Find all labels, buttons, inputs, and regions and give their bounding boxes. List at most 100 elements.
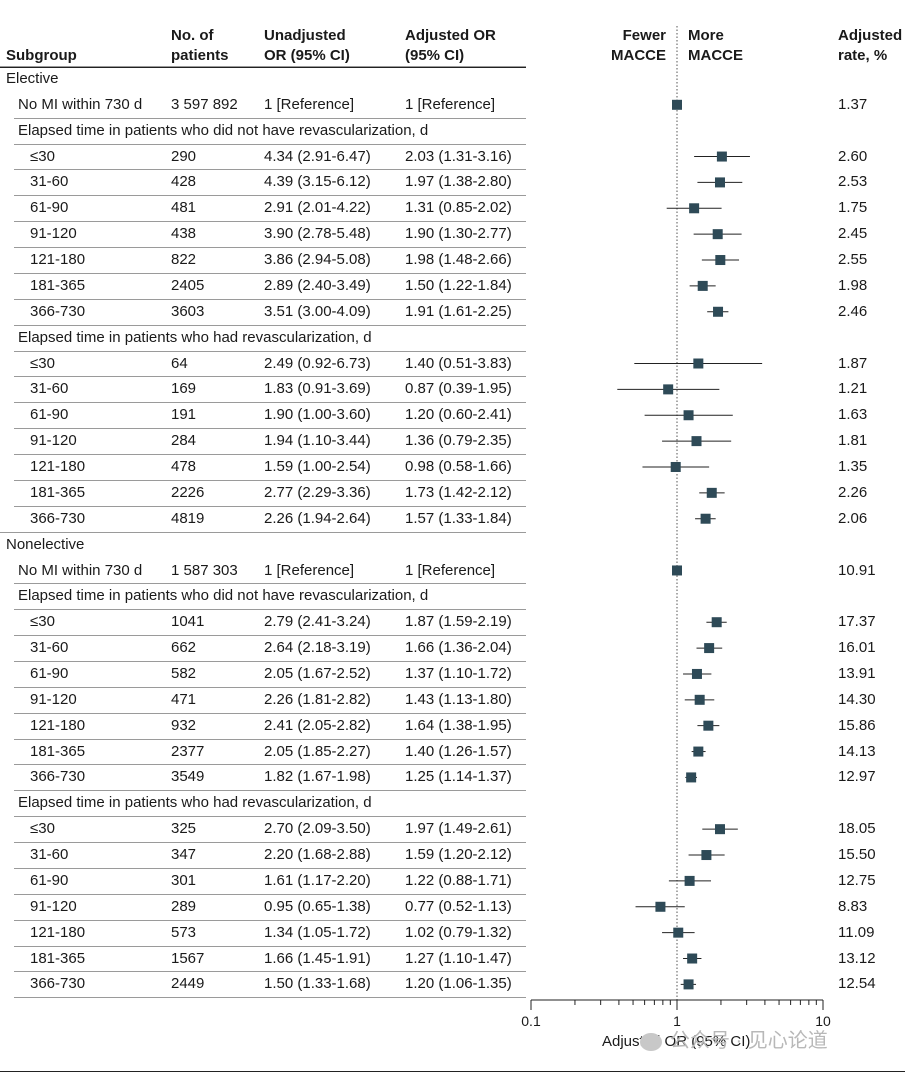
row-unadjusted-or: 1.83 (0.91-3.69)	[264, 380, 371, 398]
row-adjusted-or: 1.40 (0.51-3.83)	[405, 354, 512, 372]
table-row: 61-90 191 1.90 (1.00-3.60) 1.20 (0.60-2.41)…	[0, 402, 905, 428]
table-row: 61-90 582 2.05 (1.67-2.52) 1.37 (1.10-1.72)…	[0, 661, 905, 687]
header-more-line2: MACCE	[688, 47, 743, 64]
row-unadjusted-or: 1.66 (1.45-1.91)	[264, 949, 371, 967]
table-row: 121-180 573 1.34 (1.05-1.72) 1.02 (0.79-1.3…	[0, 920, 905, 946]
row-patients: 64	[171, 354, 188, 372]
row-separator	[14, 376, 526, 378]
header-fewer-line1: Fewer	[622, 27, 666, 44]
row-adjusted-or: 1.97 (1.49-2.61)	[405, 820, 512, 838]
point-estimate-marker	[715, 255, 726, 266]
row-adjusted-rate: 1.63	[838, 406, 868, 424]
subgroup-heading-row: Elapsed time in patients who had revascu…	[0, 325, 905, 351]
row-adjusted-or: 1.64 (1.38-1.95)	[405, 716, 512, 734]
point-estimate-marker	[684, 875, 695, 886]
row-separator	[14, 893, 526, 895]
row-unadjusted-or: 1.50 (1.33-1.68)	[264, 975, 371, 993]
row-adjusted-rate: 12.54	[838, 975, 876, 993]
row-adjusted-rate: 18.05	[838, 820, 876, 838]
point-estimate-marker	[711, 617, 722, 628]
point-estimate-marker	[686, 772, 697, 783]
point-estimate-marker	[694, 694, 705, 705]
row-label: 61-90	[30, 199, 69, 217]
row-patients: 582	[171, 665, 197, 682]
x-axis-label: Adjusted OR (95% CI)	[602, 1033, 751, 1050]
row-separator	[14, 997, 526, 999]
row-unadjusted-or: 2.26 (1.81-2.82)	[264, 690, 371, 708]
header-subgroup: Subgroup	[6, 47, 77, 64]
group-separator	[0, 66, 526, 67]
row-separator	[14, 169, 526, 171]
point-estimate-marker	[713, 306, 724, 317]
row-adjusted-or: 2.03 (1.31-3.16)	[405, 147, 512, 165]
table-row: 61-90 481 2.91 (2.01-4.22) 1.31 (0.85-2.02)…	[0, 195, 905, 221]
row-unadjusted-or: 2.26 (1.94-2.64)	[264, 509, 371, 527]
table-row: 121-180 822 3.86 (2.94-5.08) 1.98 (1.48-2.6…	[0, 247, 905, 273]
row-label: 181-365	[30, 949, 86, 967]
row-unadjusted-or: 2.89 (2.40-3.49)	[264, 276, 371, 294]
row-label: 181-365	[30, 483, 86, 501]
table-row: 91-120 438 3.90 (2.78-5.48) 1.90 (1.30-2.77…	[0, 221, 905, 247]
row-patients: 290	[171, 147, 197, 165]
header-fewer-line2: MACCE	[611, 47, 666, 64]
row-unadjusted-or: 0.95 (0.65-1.38)	[264, 897, 371, 915]
row-adjusted-or: 1.91 (1.61-2.25)	[405, 302, 512, 320]
row-adjusted-rate: 15.86	[838, 716, 876, 734]
row-separator	[14, 505, 526, 507]
row-unadjusted-or: 4.39 (3.15-6.12)	[264, 173, 371, 191]
table-row: 181-365 2377 2.05 (1.85-2.27) 1.40 (1.26-1.…	[0, 739, 905, 765]
row-adjusted-or: 1.36 (0.79-2.35)	[405, 432, 512, 450]
row-patients: 2449	[171, 975, 205, 993]
row-patients: 289	[171, 897, 197, 915]
row-separator	[14, 324, 526, 326]
point-estimate-marker	[714, 177, 725, 188]
row-adjusted-rate: 1.21	[838, 380, 868, 398]
row-separator	[14, 635, 526, 637]
row-label: No MI within 730 d	[18, 561, 143, 579]
table-row: 31-60 347 2.20 (1.68-2.88) 1.59 (1.20-2.12)…	[0, 842, 905, 868]
row-separator	[14, 971, 526, 973]
row-adjusted-or: 0.77 (0.52-1.13)	[405, 897, 512, 915]
header-unadj-line1: Unadjusted	[264, 27, 346, 44]
row-unadjusted-or: 3.86 (2.94-5.08)	[264, 251, 371, 269]
row-patients: 662	[171, 639, 197, 657]
row-adjusted-rate: 14.30	[838, 690, 876, 708]
header-patients-line1: No. of	[171, 27, 214, 44]
row-unadjusted-or: 1.94 (1.10-3.44)	[264, 432, 371, 450]
row-separator	[14, 945, 526, 947]
point-estimate-marker	[689, 203, 700, 214]
point-estimate-marker	[703, 720, 714, 731]
header-adjusted: Adjusted OR (95% CI)	[405, 26, 496, 66]
row-patients: 1567	[171, 949, 205, 967]
row-label: 31-60	[30, 380, 69, 398]
row-label: No MI within 730 d	[18, 95, 143, 113]
row-adjusted-rate: 8.83	[838, 897, 868, 915]
subgroup-heading-row: Elapsed time in patients who did not hav…	[0, 118, 905, 144]
row-adjusted-rate: 1.81	[838, 432, 868, 450]
row-separator	[14, 790, 526, 792]
row-unadjusted-or: 3.51 (3.00-4.09)	[264, 302, 371, 320]
row-adjusted-or: 1.43 (1.13-1.80)	[405, 690, 512, 708]
row-adjusted-or: 1.02 (0.79-1.32)	[405, 923, 512, 941]
row-unadjusted-or: 2.05 (1.85-2.27)	[264, 742, 371, 760]
row-patients: 3603	[171, 302, 205, 320]
watermark-text: 公众号 · 见心论道	[670, 1030, 828, 1052]
row-adjusted-or: 1.73 (1.42-2.12)	[405, 483, 512, 501]
row-separator	[14, 143, 526, 145]
header-adj-line2: (95% CI)	[405, 47, 465, 64]
table-row: 366-730 2449 1.50 (1.33-1.68) 1.20 (1.06-1.…	[0, 971, 905, 997]
row-unadjusted-or: 2.70 (2.09-3.50)	[264, 820, 371, 838]
row-label: ≤30	[30, 354, 55, 372]
point-estimate-marker	[691, 436, 702, 447]
row-label: 31-60	[30, 846, 69, 864]
header-adjusted-rate: Adjusted rate, %	[838, 26, 902, 66]
row-patients: 4819	[171, 509, 205, 527]
point-estimate-marker	[693, 358, 704, 369]
row-unadjusted-or: 1.34 (1.05-1.72)	[264, 923, 371, 941]
row-adjusted-rate: 2.60	[838, 147, 868, 165]
row-adjusted-rate: 2.06	[838, 509, 868, 527]
table-row: 181-365 2405 2.89 (2.40-3.49) 1.50 (1.22-1.…	[0, 273, 905, 299]
subgroup-heading-row: Elapsed time in patients who did not hav…	[0, 583, 905, 609]
point-estimate-marker	[663, 384, 674, 395]
row-unadjusted-or: 2.41 (2.05-2.82)	[264, 716, 371, 734]
